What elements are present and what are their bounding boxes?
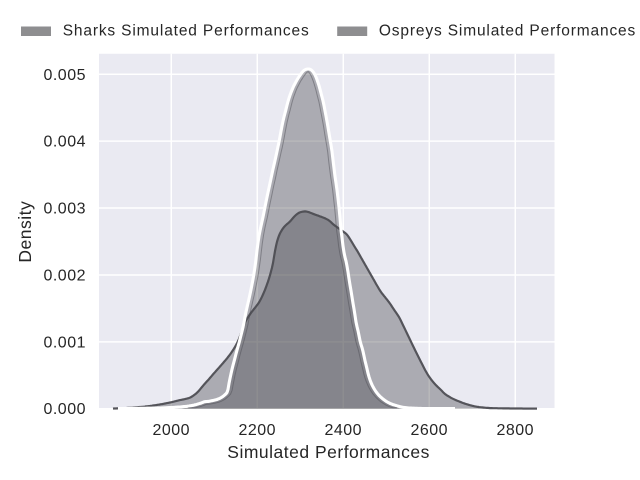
svg-text:2800: 2800 bbox=[496, 422, 534, 439]
svg-text:0.000: 0.000 bbox=[43, 401, 86, 418]
svg-text:2000: 2000 bbox=[152, 422, 190, 439]
svg-text:2600: 2600 bbox=[410, 422, 448, 439]
svg-text:0.003: 0.003 bbox=[43, 201, 86, 218]
svg-text:Sharks Simulated Performances: Sharks Simulated Performances bbox=[63, 23, 310, 40]
svg-text:2400: 2400 bbox=[324, 422, 362, 439]
svg-text:0.001: 0.001 bbox=[43, 334, 86, 351]
svg-text:0.005: 0.005 bbox=[43, 67, 86, 84]
svg-text:0.004: 0.004 bbox=[43, 134, 86, 151]
svg-text:2200: 2200 bbox=[238, 422, 276, 439]
svg-text:Ospreys Simulated Performances: Ospreys Simulated Performances bbox=[379, 23, 636, 40]
svg-text:0.002: 0.002 bbox=[43, 267, 86, 284]
svg-text:Simulated Performances: Simulated Performances bbox=[227, 442, 430, 462]
svg-text:Density: Density bbox=[15, 201, 35, 263]
